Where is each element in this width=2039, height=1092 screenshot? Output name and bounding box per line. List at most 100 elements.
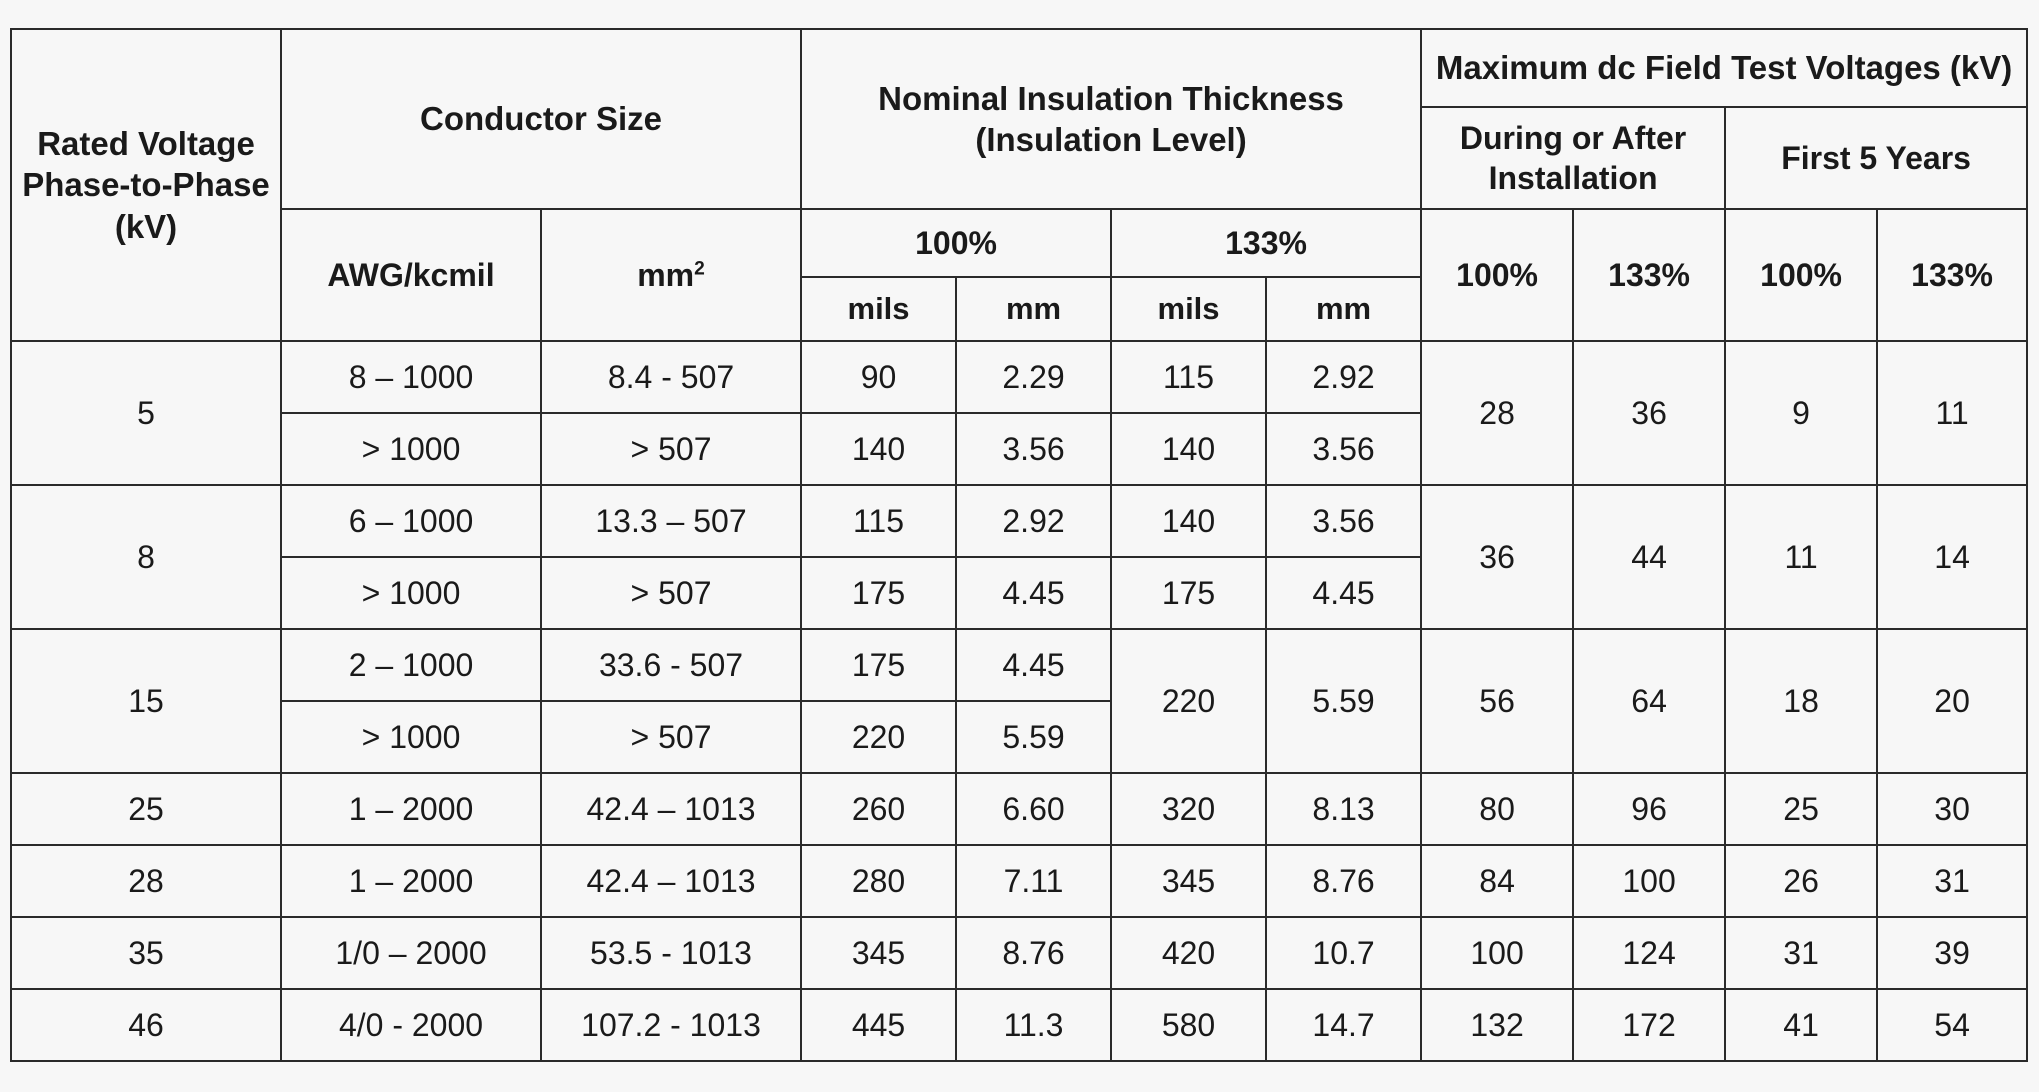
cell-133-mils: 175 [1111, 557, 1266, 629]
cell-mm2: 107.2 - 1013 [541, 989, 801, 1061]
cell-mm2: 42.4 – 1013 [541, 773, 801, 845]
cell-mm2: 33.6 - 507 [541, 629, 801, 701]
cell-voltage: 35 [11, 917, 281, 989]
cell-133-mm: 10.7 [1266, 917, 1421, 989]
table-row: 281 – 200042.4 – 10132807.113458.7684100… [11, 845, 2027, 917]
cell-awg: > 1000 [281, 413, 541, 485]
cell-di-133: 96 [1573, 773, 1725, 845]
cell-mm2: 13.3 – 507 [541, 485, 801, 557]
col-y5-100: 100% [1725, 209, 1877, 341]
cell-100-mils: 90 [801, 341, 956, 413]
cell-awg: 4/0 - 2000 [281, 989, 541, 1061]
cell-awg: > 1000 [281, 701, 541, 773]
cell-di-100: 36 [1421, 485, 1573, 629]
cell-di-100: 84 [1421, 845, 1573, 917]
cell-y5-100: 41 [1725, 989, 1877, 1061]
cell-133-mils: 420 [1111, 917, 1266, 989]
cell-100-mils: 280 [801, 845, 956, 917]
cell-133-mils: 115 [1111, 341, 1266, 413]
cell-100-mm: 3.56 [956, 413, 1111, 485]
table-row: 58 – 10008.4 - 507902.291152.922836911 [11, 341, 2027, 413]
col-conductor-size: Conductor Size [281, 29, 801, 209]
col-rated-voltage: Rated Voltage Phase-to-Phase (kV) [11, 29, 281, 341]
table-body: 58 – 10008.4 - 507902.291152.922836911> … [11, 341, 2027, 1061]
cell-133-mm: 2.92 [1266, 341, 1421, 413]
cell-100-mm: 8.76 [956, 917, 1111, 989]
table-header: Rated Voltage Phase-to-Phase (kV) Conduc… [11, 29, 2027, 341]
col-133-thickness: 133% [1111, 209, 1421, 277]
cell-awg: 2 – 1000 [281, 629, 541, 701]
cell-133-mils: 580 [1111, 989, 1266, 1061]
dc-field-test-voltage-table: Rated Voltage Phase-to-Phase (kV) Conduc… [10, 28, 2028, 1062]
table-row: 351/0 – 200053.5 - 10133458.7642010.7100… [11, 917, 2027, 989]
cell-100-mm: 4.45 [956, 557, 1111, 629]
col-during-install: During or After Installation [1421, 107, 1725, 209]
cell-100-mils: 260 [801, 773, 956, 845]
cell-di-133: 36 [1573, 341, 1725, 485]
cell-di-133: 64 [1573, 629, 1725, 773]
cell-133-mm: 5.59 [1266, 629, 1421, 773]
cell-y5-133: 54 [1877, 989, 2027, 1061]
cell-100-mm: 4.45 [956, 629, 1111, 701]
col-first-5-years: First 5 Years [1725, 107, 2027, 209]
cell-133-mils: 345 [1111, 845, 1266, 917]
cell-100-mils: 220 [801, 701, 956, 773]
cell-100-mils: 140 [801, 413, 956, 485]
cell-awg: 1/0 – 2000 [281, 917, 541, 989]
cell-di-133: 100 [1573, 845, 1725, 917]
cell-133-mm: 3.56 [1266, 413, 1421, 485]
cell-133-mm: 8.76 [1266, 845, 1421, 917]
cell-di-100: 80 [1421, 773, 1573, 845]
cell-133-mils: 220 [1111, 629, 1266, 773]
cell-133-mils: 320 [1111, 773, 1266, 845]
cell-100-mils: 175 [801, 557, 956, 629]
cell-voltage: 46 [11, 989, 281, 1061]
cell-100-mils: 445 [801, 989, 956, 1061]
cell-133-mm: 3.56 [1266, 485, 1421, 557]
cell-voltage: 25 [11, 773, 281, 845]
col-mm2: mm2 [541, 209, 801, 341]
cell-mm2: 8.4 - 507 [541, 341, 801, 413]
cell-y5-133: 31 [1877, 845, 2027, 917]
col-100-mm: mm [956, 277, 1111, 341]
table-row: 464/0 - 2000107.2 - 101344511.358014.713… [11, 989, 2027, 1061]
cell-awg: 8 – 1000 [281, 341, 541, 413]
cell-y5-133: 11 [1877, 341, 2027, 485]
cell-100-mm: 7.11 [956, 845, 1111, 917]
col-100-thickness: 100% [801, 209, 1111, 277]
cell-di-133: 44 [1573, 485, 1725, 629]
col-di-133: 133% [1573, 209, 1725, 341]
cell-di-133: 124 [1573, 917, 1725, 989]
table-row: 251 – 200042.4 – 10132606.603208.1380962… [11, 773, 2027, 845]
cell-100-mm: 5.59 [956, 701, 1111, 773]
cell-voltage: 28 [11, 845, 281, 917]
cell-mm2: 53.5 - 1013 [541, 917, 801, 989]
col-awg: AWG/kcmil [281, 209, 541, 341]
cell-133-mils: 140 [1111, 413, 1266, 485]
cell-mm2: > 507 [541, 413, 801, 485]
col-max-dc: Maximum dc Field Test Voltages (kV) [1421, 29, 2027, 107]
cell-di-100: 132 [1421, 989, 1573, 1061]
cell-y5-100: 18 [1725, 629, 1877, 773]
cell-100-mm: 2.92 [956, 485, 1111, 557]
cell-100-mm: 2.29 [956, 341, 1111, 413]
cell-awg: 6 – 1000 [281, 485, 541, 557]
cell-133-mm: 4.45 [1266, 557, 1421, 629]
col-133-mils: mils [1111, 277, 1266, 341]
cell-awg: > 1000 [281, 557, 541, 629]
col-nominal-insulation: Nominal Insulation Thickness (Insulation… [801, 29, 1421, 209]
cell-y5-100: 9 [1725, 341, 1877, 485]
cell-y5-100: 31 [1725, 917, 1877, 989]
col-di-100: 100% [1421, 209, 1573, 341]
cell-mm2: > 507 [541, 701, 801, 773]
col-100-mils: mils [801, 277, 956, 341]
cell-voltage: 5 [11, 341, 281, 485]
cell-y5-133: 20 [1877, 629, 2027, 773]
cell-mm2: > 507 [541, 557, 801, 629]
cell-voltage: 15 [11, 629, 281, 773]
cell-133-mils: 140 [1111, 485, 1266, 557]
cell-di-100: 56 [1421, 629, 1573, 773]
cell-y5-133: 14 [1877, 485, 2027, 629]
table-row: 86 – 100013.3 – 5071152.921403.563644111… [11, 485, 2027, 557]
cell-y5-100: 11 [1725, 485, 1877, 629]
